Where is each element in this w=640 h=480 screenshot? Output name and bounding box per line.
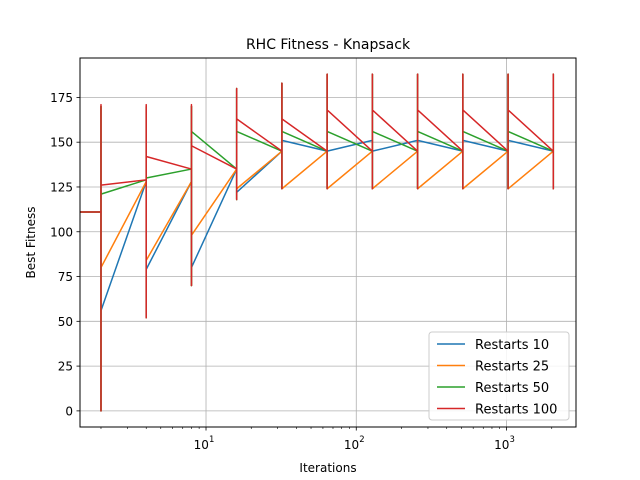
y-tick-label: 100 [50,225,73,239]
x-tick-label: 101 [194,435,215,452]
x-axis-title: Iterations [299,461,356,475]
y-tick-label: 150 [50,136,73,150]
legend-box [428,331,570,421]
plot-area [80,73,555,412]
chart-title: RHC Fitness - Knapsack [246,37,411,53]
y-tick-label: 25 [58,360,73,374]
legend: Restarts 10 Restarts 25 Restarts 50 Restart… [428,331,570,421]
x-tick-label: 102 [344,435,365,452]
axes-frame [79,57,577,428]
y-axis-title: Best Fitness [24,207,38,279]
series-line-4 [80,73,555,412]
legend-label-2: Restarts 25 [475,360,549,375]
x-tick-label: 103 [494,435,515,452]
legend-label-4: Restarts 100 [475,403,557,418]
y-tick-label: 125 [50,180,73,194]
y-tick-label: 75 [58,270,73,284]
y-tick-label: 50 [58,315,73,329]
y-tick-label: 175 [50,91,73,105]
y-tick-label: 0 [65,404,73,418]
legend-label-1: Restarts 10 [475,338,549,353]
legend-label-3: Restarts 50 [475,381,549,396]
grid-lines [80,58,576,427]
